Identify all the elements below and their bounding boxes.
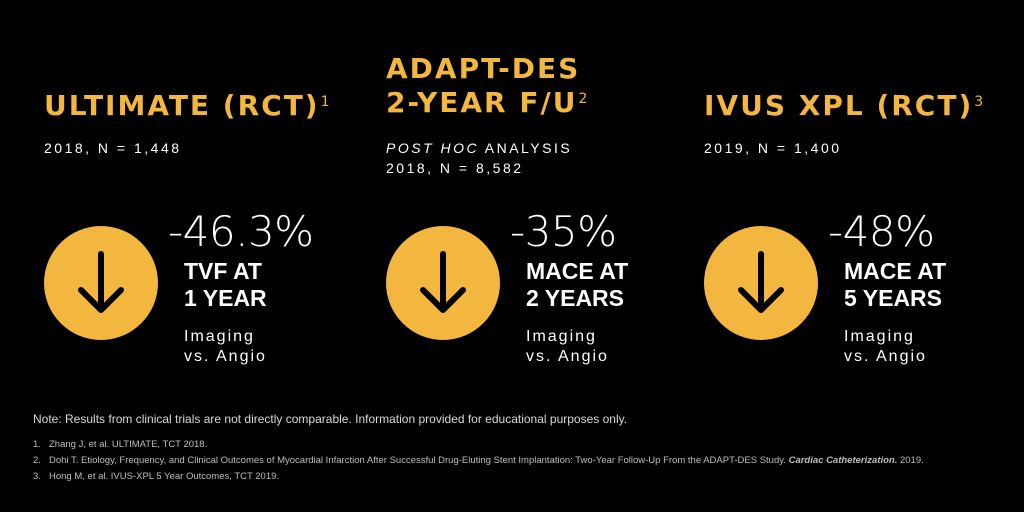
metric-label: MACE AT 5 YEARS [844,258,946,312]
comparison-line-1: Imaging [844,328,915,345]
reference-item: 2. Dohi T. Etiology, Frequency, and Clini… [33,453,924,469]
study-details-rest: ANALYSIS [479,140,573,156]
footnote-ref: 3 [974,94,986,110]
percent-change: -35% [510,207,617,256]
comparison-label: Imaging vs. Angio [526,327,609,367]
comparison-line-2: vs. Angio [844,348,927,365]
metric-line-1: TVF AT [184,258,262,284]
study-details: 2018, N = 1,448 [44,140,182,156]
reference-item: 3. Hong M, et al. IVUS-XPL 5 Year Outcome… [33,469,924,485]
study-title-text: ULTIMATE (RCT) [44,89,320,122]
references-list: 1. Zhang J, et al. ULTIMATE, TCT 2018. 2.… [33,437,924,485]
comparison-line-2: vs. Angio [526,348,609,365]
study-title-line-1: ADAPT-DES [386,52,581,85]
comparison-label: Imaging vs. Angio [184,327,267,367]
study-adapt-des: ADAPT-DES 2-YEAR F/U2 POST HOC ANALYSIS … [386,0,706,400]
reference-text: Dohi T. Etiology, Frequency, and Clinica… [49,455,789,466]
study-details: POST HOC ANALYSIS 2018, N = 8,582 [386,138,572,178]
metric-line-2: 5 YEARS [844,285,943,311]
metric-line-1: MACE AT [844,258,947,284]
reference-number: 3. [33,471,41,482]
study-ultimate: ULTIMATE (RCT)1 2018, N = 1,448 -46.3% T… [44,0,364,400]
study-details-italic: POST HOC [386,140,480,156]
comparison-label: Imaging vs. Angio [844,327,927,367]
metric-line-2: 2 YEARS [526,285,625,311]
reference-text: Hong M, et al. IVUS-XPL 5 Year Outcomes,… [49,471,280,482]
disclaimer-note: Note: Results from clinical trials are n… [33,412,628,426]
study-title-line-2: 2-YEAR F/U [386,86,578,119]
comparison-line-2: vs. Angio [184,348,267,365]
metric-label: MACE AT 2 YEARS [526,258,628,312]
metric-line-1: MACE AT [526,258,629,284]
footnote-ref: 2 [578,91,590,107]
comparison-line-1: Imaging [184,328,255,345]
arrow-down-icon [704,226,818,340]
study-title: ULTIMATE (RCT)1 [44,89,332,123]
arrow-down-icon [386,226,500,340]
footnote-ref: 1 [320,94,332,110]
reference-item: 1. Zhang J, et al. ULTIMATE, TCT 2018. [33,437,924,453]
comparison-line-1: Imaging [526,328,597,345]
study-ivus-xpl: IVUS XPL (RCT)3 2019, N = 1,400 -48% MAC… [704,0,1024,400]
reference-text: Zhang J, et al. ULTIMATE, TCT 2018. [49,439,208,450]
study-title-text: IVUS XPL (RCT) [704,89,974,122]
study-title: IVUS XPL (RCT)3 [704,89,985,123]
study-title: ADAPT-DES 2-YEAR F/U2 [386,52,589,120]
percent-change: -48% [828,207,935,256]
metric-label: TVF AT 1 YEAR [184,258,267,312]
percent-change: -46.3% [168,207,314,256]
reference-year: 2019. [897,455,924,466]
reference-journal: Cardiac Catheterization. [788,455,898,466]
reference-number: 2. [33,455,41,466]
metric-line-2: 1 YEAR [184,285,267,311]
study-details-line-2: 2018, N = 8,582 [386,160,524,176]
study-details: 2019, N = 1,400 [704,140,842,156]
reference-number: 1. [33,439,41,450]
arrow-down-icon [44,226,158,340]
